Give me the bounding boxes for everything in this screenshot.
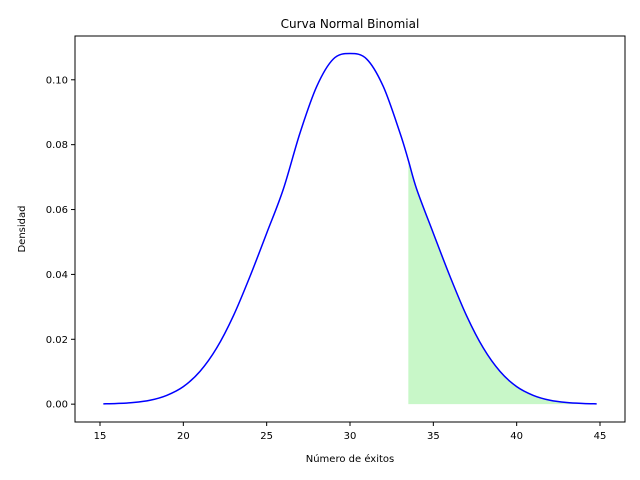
y-tick-label: 0.08 <box>46 140 68 151</box>
x-tick-label: 45 <box>594 431 607 442</box>
x-tick-label: 20 <box>177 431 190 442</box>
y-tick-label: 0.00 <box>46 400 68 411</box>
plot-area <box>103 52 597 405</box>
x-axis-ticks: 15 20 25 30 35 40 45 <box>94 422 607 442</box>
y-tick-label: 0.10 <box>46 75 68 86</box>
x-tick-label: 30 <box>344 431 357 442</box>
density-curve-line <box>103 52 597 405</box>
chart-title: Curva Normal Binomial <box>281 17 420 31</box>
shaded-tail-area <box>408 160 597 405</box>
y-axis-ticks: 0.00 0.02 0.04 0.06 0.08 0.10 <box>46 75 75 411</box>
x-tick-label: 40 <box>510 431 523 442</box>
x-tick-label: 25 <box>260 431 273 442</box>
axes-frame <box>74 35 626 423</box>
x-tick-label: 15 <box>94 431 107 442</box>
y-tick-label: 0.06 <box>46 205 68 216</box>
x-axis-label: Número de éxitos <box>306 453 395 465</box>
x-tick-label: 35 <box>427 431 440 442</box>
y-axis-label: Densidad <box>17 205 28 252</box>
y-tick-label: 0.04 <box>46 270 68 281</box>
y-tick-label: 0.02 <box>46 335 68 346</box>
